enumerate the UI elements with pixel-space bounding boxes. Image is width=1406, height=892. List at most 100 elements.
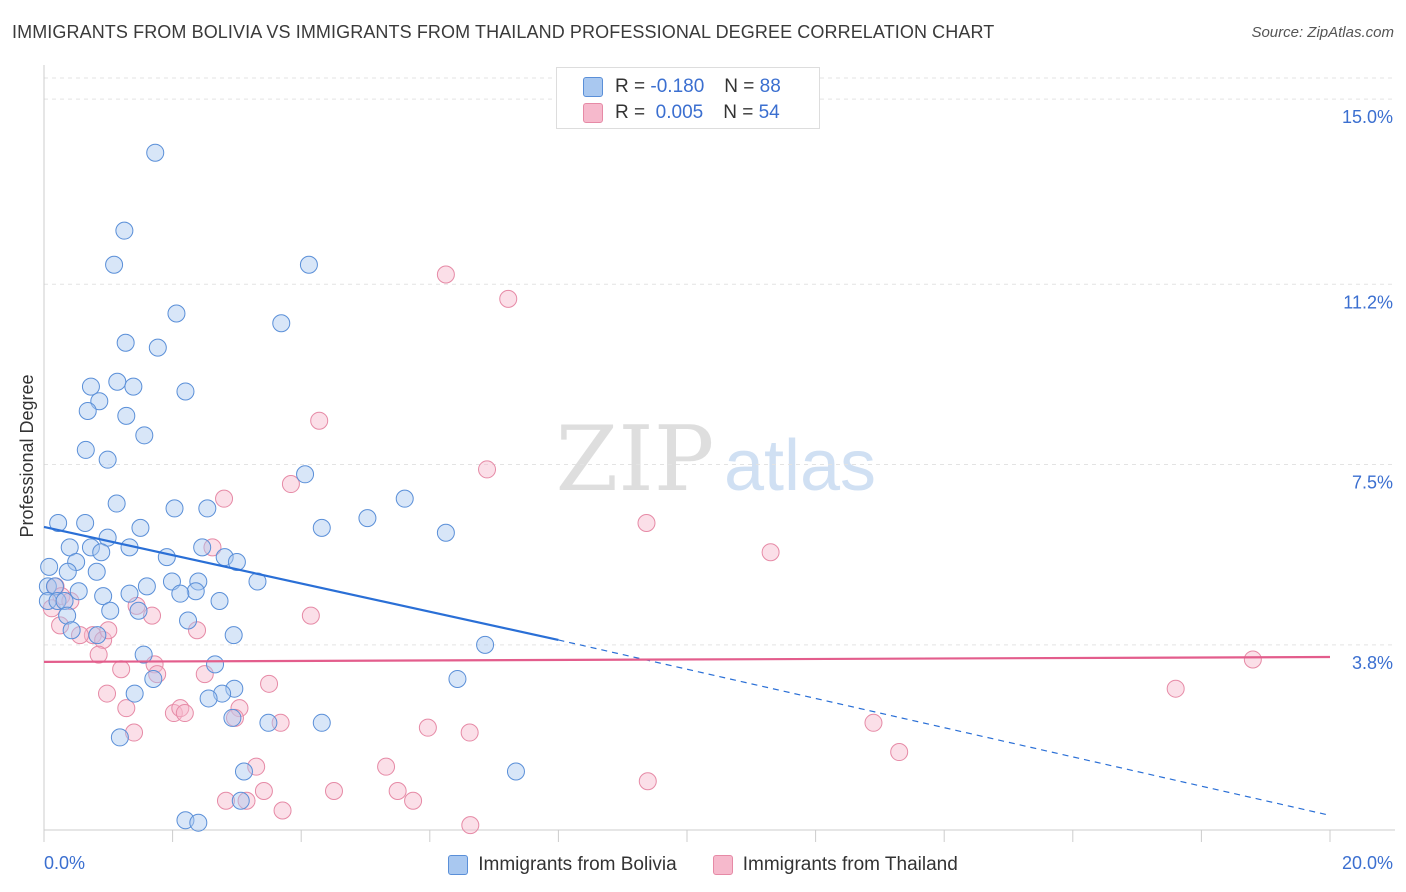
bolivia-point — [436, 523, 455, 542]
thailand-point — [247, 757, 266, 776]
watermark-atlas: atlas — [724, 426, 876, 506]
source-label: Source: ZipAtlas.com — [1251, 24, 1394, 41]
bolivia-point — [40, 557, 59, 576]
bolivia-point — [87, 562, 106, 581]
thailand-point — [112, 660, 131, 679]
x-tick-label-min: 0.0% — [44, 853, 85, 873]
thailand-point — [188, 621, 207, 640]
thailand-point — [418, 718, 437, 737]
bolivia-point — [146, 143, 165, 162]
thailand-swatch — [583, 103, 603, 123]
bolivia-point — [92, 543, 111, 562]
x-tick-label-max: 20.0% — [1342, 853, 1393, 873]
bolivia-point — [124, 377, 143, 396]
thailand-point — [404, 791, 423, 810]
bolivia-point — [55, 591, 74, 610]
bolivia-point — [81, 377, 100, 396]
thailand-n-value: 54 — [758, 102, 780, 123]
thailand-point — [216, 791, 235, 810]
bolivia-point — [227, 553, 246, 572]
bolivia-point — [94, 587, 113, 606]
thailand-point — [890, 743, 909, 762]
bolivia-point — [231, 791, 250, 810]
thailand-point — [388, 782, 407, 801]
bolivia-point — [234, 762, 253, 781]
bolivia-n-value: 88 — [759, 76, 781, 97]
thailand-point — [1243, 650, 1262, 669]
thailand-point — [761, 543, 780, 562]
thailand-point — [51, 616, 70, 635]
thailand-point — [637, 514, 656, 533]
thailand-point — [94, 630, 113, 649]
bolivia-point — [296, 465, 315, 484]
thailand-r-label: R = — [615, 102, 646, 123]
thailand-point — [460, 723, 479, 742]
bolivia-n-label: N = — [724, 76, 755, 97]
bolivia-point — [179, 611, 198, 630]
bolivia-point — [448, 669, 467, 688]
y-tick-label: 7.5% — [1352, 473, 1393, 493]
bolivia-points — [38, 143, 525, 832]
thailand-point — [638, 772, 657, 791]
bolivia-r-label: R = — [615, 76, 646, 97]
thailand-r-value: 0.005 — [655, 102, 704, 123]
bolivia-point — [115, 221, 134, 240]
bolivia-point — [137, 577, 156, 596]
legend-label-bolivia: Immigrants from Bolivia — [478, 854, 677, 875]
y-axis-label: Professional Degree — [17, 374, 37, 537]
thailand-points — [42, 265, 1262, 835]
thailand-point — [99, 621, 118, 640]
bolivia-point — [108, 372, 127, 391]
bolivia-point — [199, 689, 218, 708]
legend-item-bolivia[interactable]: Immigrants from Bolivia — [448, 854, 677, 876]
thailand-point — [237, 791, 256, 810]
thailand-point — [273, 801, 292, 820]
bolivia-r-value: -0.180 — [650, 76, 705, 97]
bolivia-point — [224, 626, 243, 645]
bolivia-trend-extension — [558, 639, 1331, 816]
thailand-trend-line — [43, 655, 1331, 663]
bolivia-point — [120, 584, 139, 603]
trend-lines — [43, 525, 1331, 816]
bolivia-point — [210, 591, 229, 610]
bolivia-point — [157, 548, 176, 567]
thailand-point — [98, 684, 117, 703]
thailand-point — [89, 645, 108, 664]
grid-lines — [44, 77, 1395, 646]
bolivia-point — [125, 684, 144, 703]
bolivia-point — [135, 426, 154, 445]
bolivia-point — [134, 645, 153, 664]
thailand-point — [1166, 679, 1185, 698]
thailand-point — [377, 757, 396, 776]
legend-item-thailand[interactable]: Immigrants from Thailand — [712, 854, 958, 876]
thailand-point — [230, 699, 249, 718]
bolivia-point — [76, 440, 95, 459]
thailand-point — [117, 699, 136, 718]
thailand-point — [324, 782, 343, 801]
thailand-point — [301, 606, 320, 625]
bolivia-point — [48, 591, 67, 610]
axes — [43, 65, 1395, 842]
bolivia-point — [223, 708, 242, 727]
bolivia-point — [259, 713, 278, 732]
thailand-point — [215, 489, 234, 508]
thailand-n-label: N = — [723, 102, 754, 123]
bolivia-point — [107, 494, 126, 513]
bolivia-point — [58, 606, 77, 625]
bolivia-point — [49, 514, 68, 533]
bolivia-point — [45, 577, 64, 596]
bolivia-trend-line — [43, 525, 559, 642]
stats-row-bolivia: R = -0.180 N = 88 — [583, 75, 781, 99]
thailand-point — [478, 460, 497, 479]
bolivia-point — [176, 382, 195, 401]
thailand-point — [143, 606, 162, 625]
chart-title: IMMIGRANTS FROM BOLIVIA VS IMMIGRANTS FR… — [12, 22, 995, 42]
thailand-point — [125, 723, 144, 742]
bolivia-point — [186, 582, 205, 601]
bolivia-point — [506, 762, 525, 781]
thailand-point — [203, 538, 222, 557]
bolivia-point — [312, 518, 331, 537]
legend-swatch-thailand — [712, 855, 733, 875]
bolivia-point — [62, 621, 81, 640]
legend-swatch-bolivia — [448, 855, 469, 875]
